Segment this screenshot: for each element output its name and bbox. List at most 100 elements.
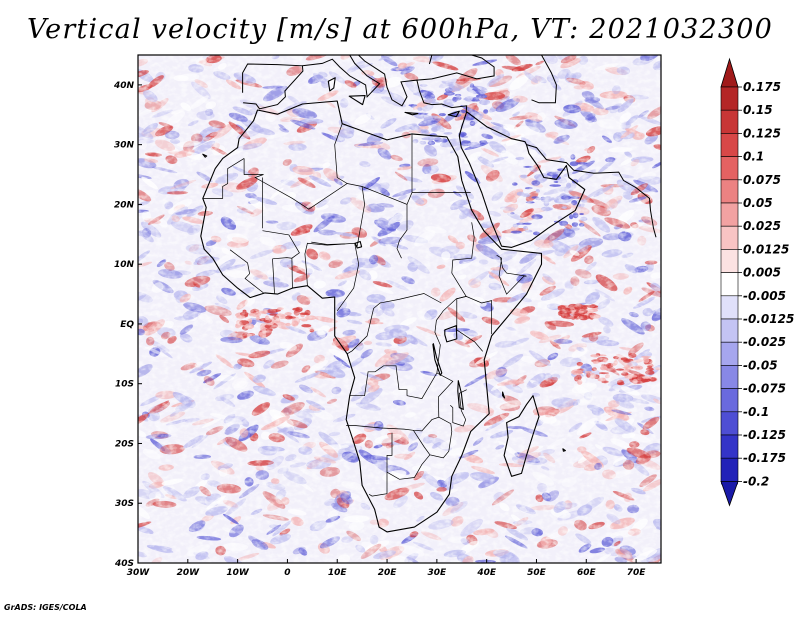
colorbar-label: 0.0125 [743, 242, 789, 256]
border-21 [229, 249, 264, 294]
colorbar-band [720, 295, 739, 320]
colorbar-band [720, 202, 739, 227]
colorbar-bottom-arrow [720, 480, 739, 507]
arabia-coastline [458, 111, 586, 248]
border-10 [349, 365, 408, 397]
border-9 [347, 293, 442, 355]
colorbar-band [720, 156, 739, 181]
colorbar-label: 0.175 [743, 80, 781, 94]
border-0 [243, 158, 408, 259]
y-tick-label: 40S [114, 559, 134, 569]
crete [404, 111, 419, 116]
colorbar-band [720, 133, 739, 157]
colorbar-label: 0.1 [743, 150, 764, 164]
colorbar-band [720, 272, 739, 297]
longitude-axis: 30W 20W 10W 0 10E 20E 30E 40E 50E 60E 70E [127, 559, 647, 578]
x-tick-label: 0 [284, 568, 290, 578]
y-tick-label: 20S [115, 439, 134, 449]
colorbar-band [720, 434, 739, 459]
sicily [348, 95, 366, 106]
border-14 [368, 472, 388, 497]
colorbar-label: 0.125 [743, 126, 781, 140]
lake-victoria [444, 325, 458, 343]
y-tick-label: 10N [114, 260, 135, 270]
colorbar-label: 0.005 [743, 266, 781, 280]
iberia-coastline [242, 63, 304, 110]
colorbar-band [720, 86, 739, 111]
x-tick-label: 40E [476, 568, 497, 578]
colorbar-label: -0.005 [743, 289, 786, 303]
y-tick-label: EQ [120, 320, 134, 330]
x-tick-label: 60E [577, 568, 597, 578]
border-22 [272, 258, 275, 294]
border-20 [262, 230, 300, 260]
colorbar-label: -0.05 [743, 358, 778, 372]
border-13 [413, 416, 453, 459]
border-19 [311, 241, 346, 245]
colorbar-label: -0.2 [743, 474, 769, 488]
x-tick-label: 30W [127, 568, 151, 578]
y-tick-label: 20N [114, 200, 135, 210]
border-18 [496, 254, 527, 295]
colorbar-label: -0.1 [743, 405, 769, 419]
x-tick-label: 70E [627, 568, 647, 578]
canary-islands [202, 153, 208, 158]
field-texture [138, 55, 661, 563]
lake-tanganyika [432, 343, 443, 376]
colorbar-label: 0.075 [743, 173, 781, 187]
colorbar-label: -0.075 [743, 382, 786, 396]
cyprus [447, 110, 460, 118]
y-tick-label: 40N [113, 81, 135, 91]
lake-malawi [457, 380, 464, 410]
noise-overlay [138, 55, 661, 563]
iran-pakistan-coastline [526, 144, 657, 238]
colorbar-label: -0.175 [743, 451, 786, 465]
border-7 [304, 242, 360, 312]
colorbar-band [720, 225, 739, 250]
reunion [562, 448, 566, 452]
colorbar-band [720, 388, 739, 413]
x-tick-label: 20W [177, 568, 201, 578]
colorbar-band [720, 109, 739, 134]
lake-chad [354, 240, 363, 249]
caspian-coastline [521, 55, 557, 104]
x-tick-label: 30E [428, 568, 448, 578]
border-16 [450, 389, 467, 427]
y-tick-label: 30S [115, 499, 134, 509]
border-11 [346, 372, 454, 432]
colorbar-label: 0.025 [743, 219, 781, 233]
y-tick-label: 10S [115, 380, 134, 390]
map-frame [137, 54, 662, 564]
colorbar-label: 0.05 [743, 196, 773, 210]
madagascar-coastline [503, 395, 540, 477]
latitude-axis: 40N 30N 20N 10N EQ 10S 20S 30S 40S [113, 81, 142, 569]
border-1 [334, 123, 348, 184]
colorbar-label: 0.15 [743, 103, 773, 117]
x-tick-label: 50E [527, 568, 547, 578]
colorbar-label: -0.125 [743, 428, 786, 442]
x-tick-label: 20E [378, 568, 398, 578]
x-tick-label: 10W [226, 568, 250, 578]
sardinia [327, 77, 336, 92]
colorbar-band [720, 457, 739, 482]
colorbar-band [720, 411, 739, 436]
colorbar-top-arrow [720, 57, 739, 88]
colorbar-band [720, 249, 739, 273]
border-15 [386, 454, 431, 480]
med-north-coastline [302, 55, 468, 112]
y-tick-label: 30N [114, 141, 135, 151]
africa-coastline [200, 100, 543, 533]
colorbar: 0.175 0.15 0.125 0.1 0.075 0.05 0.025 0.0125 0.0… [720, 57, 794, 507]
border-12 [386, 432, 393, 473]
colorbar-band [720, 179, 739, 204]
chart-title: Vertical velocity [m/s] at 600hPa, VT: 2… [26, 14, 774, 45]
colorbar-band [720, 318, 739, 343]
comoros [502, 391, 506, 399]
x-tick-label: 10E [328, 568, 348, 578]
colorbar-band [720, 365, 739, 389]
border-23 [291, 258, 293, 289]
border-5 [202, 158, 245, 199]
black-sea-coastline [416, 55, 495, 81]
colorbar-band [720, 341, 739, 366]
